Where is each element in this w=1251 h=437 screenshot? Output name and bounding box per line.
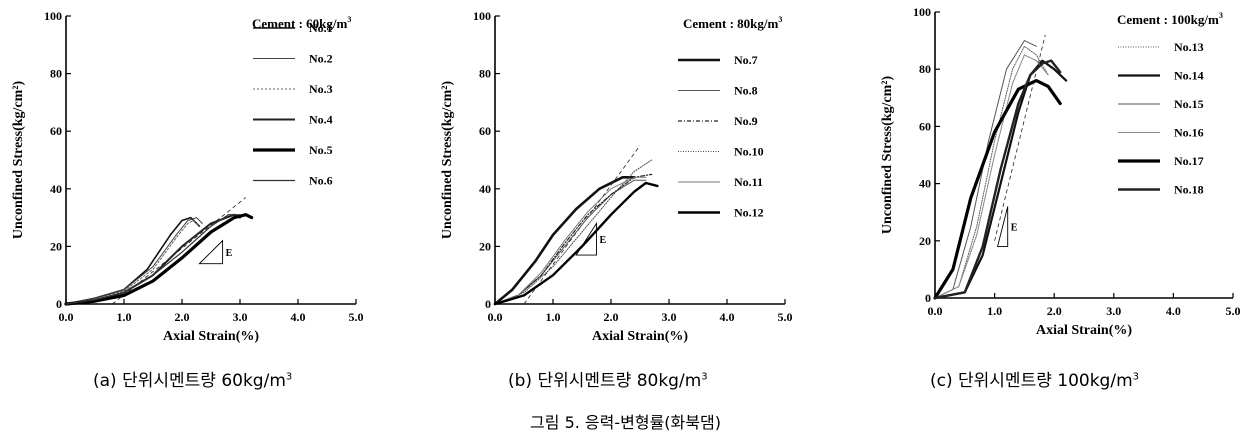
y-tick-label: 40	[50, 182, 62, 196]
modulus-marker-label: E	[226, 248, 233, 259]
legend-label: No.4	[309, 113, 333, 127]
x-tick-label: 1.0	[117, 310, 132, 324]
legend-label: No.7	[734, 53, 758, 67]
x-tick-label: 1.0	[546, 310, 561, 324]
x-tick-label: 5.0	[349, 310, 364, 324]
x-tick-label: 5.0	[1226, 304, 1241, 318]
y-tick-label: 60	[50, 124, 62, 138]
y-tick-label: 100	[913, 5, 931, 19]
y-tick-label: 60	[479, 124, 491, 138]
stress-strain-chart-c: 0.0 1.0 2.0 3.0 4.0 5.0 0 20 40 60 80 100 Axial Stra…	[880, 5, 1241, 338]
y-tick-label: 20	[479, 239, 491, 253]
legend-label: No.15	[1174, 97, 1204, 111]
legend-label: No.10	[734, 145, 764, 159]
legend-title-sup: 3	[1219, 11, 1223, 20]
legend-label: No.16	[1174, 126, 1204, 140]
legend-label: No.11	[734, 175, 763, 189]
series-line-no13	[934, 45, 1049, 299]
series-line-no18	[933, 59, 1062, 300]
series-line-no8	[494, 179, 647, 305]
stress-strain-chart-b: 0.0 1.0 2.0 3.0 4.0 5.0 0 20 40 60 80 100 Axial Stra…	[440, 9, 793, 344]
x-axis-title: Axial Strain(%)	[163, 329, 259, 344]
legend-label: No.1	[309, 21, 333, 35]
legend-label: No.13	[1174, 40, 1204, 54]
series-line-no10	[494, 159, 653, 305]
series-line-no11	[494, 176, 647, 305]
y-tick-label: 100	[44, 9, 62, 23]
series-line-no2	[65, 217, 203, 305]
x-tick-label: 0.0	[488, 310, 503, 324]
caption-b: (b) 단위시멘트량 80kg/m3	[508, 371, 708, 391]
legend-label: No.2	[309, 52, 333, 66]
modulus-triangle	[198, 239, 224, 265]
series-line-no16	[934, 54, 1049, 299]
y-axis-title: Unconfined Stress(kg/cm²)	[440, 80, 455, 239]
modulus-triangle	[997, 206, 1009, 247]
x-tick-label: 3.0	[662, 310, 677, 324]
y-tick-label: 80	[50, 67, 62, 81]
series-line-no7	[493, 176, 636, 306]
y-tick-label: 20	[50, 239, 62, 253]
y-tick-label: 80	[919, 62, 931, 76]
legend-title-sup: 3	[347, 15, 351, 24]
legend-label: No.6	[309, 174, 333, 188]
modulus-triangle	[575, 221, 597, 256]
x-tick-label: 3.0	[1106, 304, 1121, 318]
series-line-no15	[934, 40, 1037, 299]
y-tick-label: 100	[473, 9, 491, 23]
legend-label: No.18	[1174, 183, 1204, 197]
x-tick-label: 0.0	[928, 304, 943, 318]
chart-panel-a: 0.0 1.0 2.0 3.0 4.0 5.0 0 20 40 60 80 100 Axial Stra…	[0, 0, 410, 360]
legend-label: No.14	[1174, 69, 1204, 83]
modulus-marker-label: E	[1011, 223, 1018, 234]
legend-label: No.8	[734, 84, 758, 98]
modulus-marker-label: E	[600, 235, 607, 246]
y-tick-label: 0	[485, 297, 491, 311]
x-tick-label: 2.0	[175, 310, 190, 324]
x-axis-title: Axial Strain(%)	[592, 329, 688, 344]
y-tick-label: 40	[479, 182, 491, 196]
legend-label: No.12	[734, 206, 764, 220]
legend-title-sup: 3	[778, 15, 782, 24]
caption-c: (c) 단위시멘트량 100kg/m3	[930, 371, 1140, 391]
series-line-no9	[494, 173, 653, 305]
y-tick-label: 0	[56, 297, 62, 311]
series-line-no6	[65, 214, 241, 305]
legend-label: No.5	[309, 143, 333, 157]
x-tick-label: 4.0	[1166, 304, 1181, 318]
caption-a: (a) 단위시멘트량 60kg/m3	[93, 371, 293, 391]
legend-title: Cement : 100kg/m3	[1117, 11, 1223, 27]
y-axis-title: Unconfined Stress(kg/cm²)	[880, 75, 895, 234]
x-tick-label: 4.0	[720, 310, 735, 324]
legend-label: No.9	[734, 114, 758, 128]
x-tick-label: 0.0	[59, 310, 74, 324]
y-axis-title: Unconfined Stress(kg/cm²)	[11, 80, 26, 239]
y-tick-label: 20	[919, 234, 931, 248]
x-tick-label: 1.0	[987, 304, 1002, 318]
x-tick-label: 2.0	[1047, 304, 1062, 318]
y-tick-label: 80	[479, 67, 491, 81]
legend-title: Cement : 60kg/m3	[252, 15, 351, 31]
y-tick-label: 60	[919, 119, 931, 133]
y-tick-label: 40	[919, 177, 931, 191]
chart-panel-b: 0.0 1.0 2.0 3.0 4.0 5.0 0 20 40 60 80 100 Axial Stra…	[425, 0, 825, 360]
series-line-no5	[64, 213, 254, 306]
x-axis-title: Axial Strain(%)	[1036, 323, 1132, 338]
x-tick-label: 2.0	[604, 310, 619, 324]
series-line-no12	[493, 181, 659, 306]
y-tick-label: 0	[925, 291, 931, 305]
x-tick-label: 3.0	[233, 310, 248, 324]
legend-label: No.17	[1174, 154, 1204, 168]
series-line-no17	[933, 78, 1062, 300]
stress-strain-chart-a: 0.0 1.0 2.0 3.0 4.0 5.0 0 20 40 60 80 100 Axial Stra…	[11, 9, 364, 344]
x-tick-label: 5.0	[778, 310, 793, 324]
chart-panel-c: 0.0 1.0 2.0 3.0 4.0 5.0 0 20 40 60 80 100 Axial Stra…	[855, 0, 1251, 360]
legend-title: Cement : 80kg/m3	[683, 15, 782, 31]
figure-caption: 그림 5. 응력-변형률(화북댐)	[530, 413, 721, 432]
legend-label: No.3	[309, 82, 333, 96]
x-tick-label: 4.0	[291, 310, 306, 324]
